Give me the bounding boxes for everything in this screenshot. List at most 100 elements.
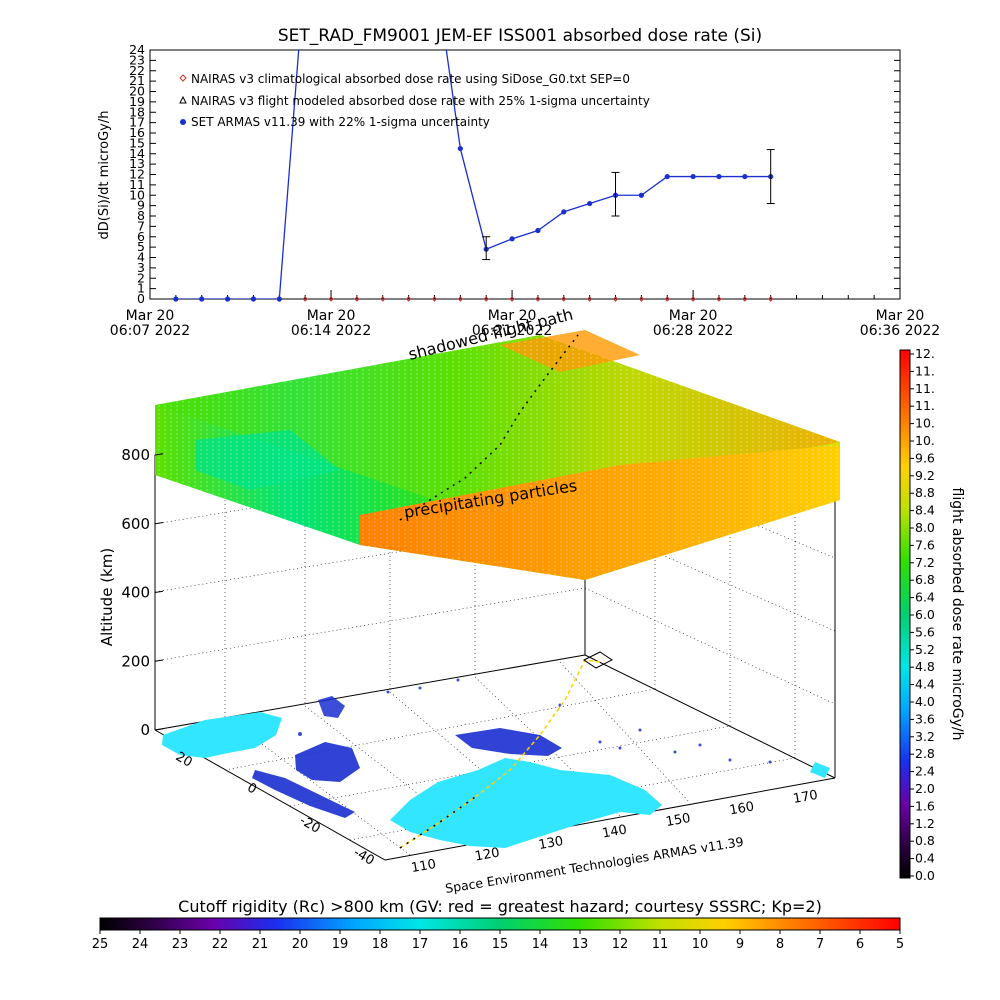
- diamond-marker: [179, 74, 187, 82]
- z-tick: [154, 453, 164, 456]
- model-point: [561, 296, 567, 302]
- colorbar-bottom-tick-label: 9: [736, 937, 744, 952]
- y-tick-label: 16: [129, 125, 145, 140]
- x-tick-label-date: Mar 20: [669, 308, 718, 324]
- longitude-tick-label: 160: [728, 799, 755, 818]
- colorbar-right-tick-label: 5.2: [915, 642, 935, 657]
- y-tick-label: 3: [137, 260, 145, 275]
- map-landmasses: [162, 678, 830, 848]
- armas-series: [150, 50, 900, 302]
- y-tick-label: 20: [129, 84, 145, 99]
- colorbar-right-tick-label: 3.6: [915, 711, 935, 726]
- colorbar-right-tick-label: 5.6: [915, 624, 935, 639]
- colorbar-right-tick-label: 8.8: [915, 485, 935, 500]
- latitude-tick-label: 0: [244, 780, 259, 797]
- legend-entry-armas: SET ARMAS v11.39 with 22% 1-sigma uncert…: [180, 115, 490, 129]
- colorbar-bottom-tick-label: 18: [372, 937, 389, 952]
- model-point: [586, 296, 593, 302]
- colorbar-right-tick-label: 7.2: [915, 555, 935, 570]
- land-borneo: [295, 742, 360, 782]
- model-point: [767, 296, 774, 302]
- colorbar-right-tick-label: 6.8: [915, 572, 935, 587]
- armas-point: [716, 173, 722, 180]
- colorbar-right-tick-label: 8.0: [915, 520, 935, 535]
- y-tick-label: 24: [129, 42, 145, 57]
- legend-text: SET ARMAS v11.39 with 22% 1-sigma uncert…: [191, 115, 490, 129]
- colorbar-right-tick-label: 9.6: [915, 450, 935, 465]
- armas-point: [173, 296, 179, 302]
- plot-frame: [149, 49, 901, 300]
- model-point: [638, 296, 645, 302]
- triangle-marker: [179, 95, 187, 104]
- colorbar-bottom-ticks: 25 24 23 22 21 20 19 18 17 16 15 14 13 12 11 10 9 8 7 6 5: [92, 930, 904, 952]
- colorbar-right-tick-label: 7.6: [915, 537, 935, 552]
- colorbar-right-tick-label: 1.2: [915, 816, 935, 831]
- longitude-tick-label: 120: [474, 845, 501, 864]
- y-tick-label: 13: [129, 156, 145, 171]
- colorbar-right-tick-label: 0.4: [915, 851, 935, 866]
- y-tick-label: 23: [129, 52, 145, 67]
- slab-texture: [155, 335, 840, 580]
- longitude-axis: 110 120 130 140 150 160 170: [410, 788, 819, 876]
- x-tick-label-date: Mar 20: [307, 308, 356, 324]
- colorbar-right-ticks: 0.0 0.4 0.8 1.2 1.6 2.0 2.4 2.8 3.2 3.6 4.0 4.4 4.8 5…: [910, 346, 935, 883]
- clip-region: [150, 50, 900, 299]
- figure-title: SET_RAD_FM9001 JEM-EF ISS001 absorbed do…: [278, 26, 762, 46]
- z-tick-label: 200: [121, 652, 150, 670]
- colorbar-right-tick-label: 2.0: [915, 781, 935, 796]
- colorbar-right-tick-label: 0.8: [915, 833, 935, 848]
- colorbar-right-tick-label: 11.: [915, 363, 935, 378]
- x-tick-label-date: Mar 20: [126, 308, 175, 324]
- colorbar-bottom-tick-label: 5: [896, 937, 904, 952]
- longitude-tick-label: 110: [410, 857, 437, 876]
- track-end-marker: [583, 651, 613, 669]
- x-tick-label-time: 06:21 2022: [472, 323, 552, 339]
- model-point: [535, 296, 541, 302]
- z-axis: 0 200 400 600 800: [121, 446, 164, 739]
- model-point: [716, 296, 722, 302]
- armas-point: [276, 296, 282, 302]
- colorbar-bottom-gradient: [99, 917, 901, 931]
- x-tick-label-time: 06:36 2022: [860, 323, 940, 339]
- colorbar-bottom-tick-label: 16: [452, 937, 469, 952]
- circle-marker: [180, 119, 186, 125]
- dose-rate-slab: [155, 330, 840, 580]
- colorbar-bottom-tick-label: 11: [652, 937, 669, 952]
- z-axis-label: Altitude (km): [98, 548, 116, 646]
- colorbar-right-tick-label: 4.8: [915, 659, 935, 674]
- x-tick-label-time: 06:28 2022: [653, 323, 733, 339]
- colorbar-right-tick-label: 4.0: [915, 694, 935, 709]
- model-point: [380, 296, 386, 302]
- armas-point: [535, 227, 541, 234]
- ground-track: [399, 659, 601, 849]
- model-point: [431, 296, 438, 302]
- model-point: [509, 296, 515, 302]
- colorbar-right-tick-label: 8.4: [915, 503, 935, 518]
- model-point: [457, 296, 464, 302]
- latitude-tick-label: -20: [297, 813, 323, 837]
- legend: NAIRAS v3 climatological absorbed dose r…: [179, 72, 650, 129]
- top-line-chart: 0123456789101112131415161718192021222324…: [97, 42, 940, 339]
- z-tick: [154, 728, 164, 731]
- model-point: [664, 296, 670, 302]
- y-tick-label: 8: [137, 208, 145, 223]
- y-tick-label: 12: [129, 167, 145, 182]
- colorbar-bottom-tick-label: 14: [532, 937, 549, 952]
- colorbar-right-tick-label: 3.2: [915, 729, 935, 744]
- colorbar-bottom-label: Cutoff rigidity (Rc) >800 km (GV: red = …: [178, 897, 822, 916]
- colorbar-bottom-tick-label: 19: [332, 937, 349, 952]
- x-tick-label-time: 06:14 2022: [291, 323, 371, 339]
- y-tick-label: 10: [129, 187, 145, 202]
- y-tick-label: 0: [137, 291, 145, 306]
- land-asia: [162, 712, 282, 758]
- y-axis-label: dD(Si)/dt microGy/h: [97, 111, 112, 240]
- colorbar-bottom-tick-label: 24: [132, 937, 149, 952]
- land-newguinea: [455, 728, 562, 756]
- colorbar-bottom-tick-label: 20: [292, 937, 309, 952]
- y-tick-label: 15: [129, 135, 145, 150]
- armas-point: [638, 192, 644, 198]
- y-tick-label: 9: [137, 198, 145, 213]
- 3d-altitude-plot: shadowed flight path precipitating parti…: [98, 305, 840, 896]
- colorbar-bottom-tick-label: 21: [252, 937, 269, 952]
